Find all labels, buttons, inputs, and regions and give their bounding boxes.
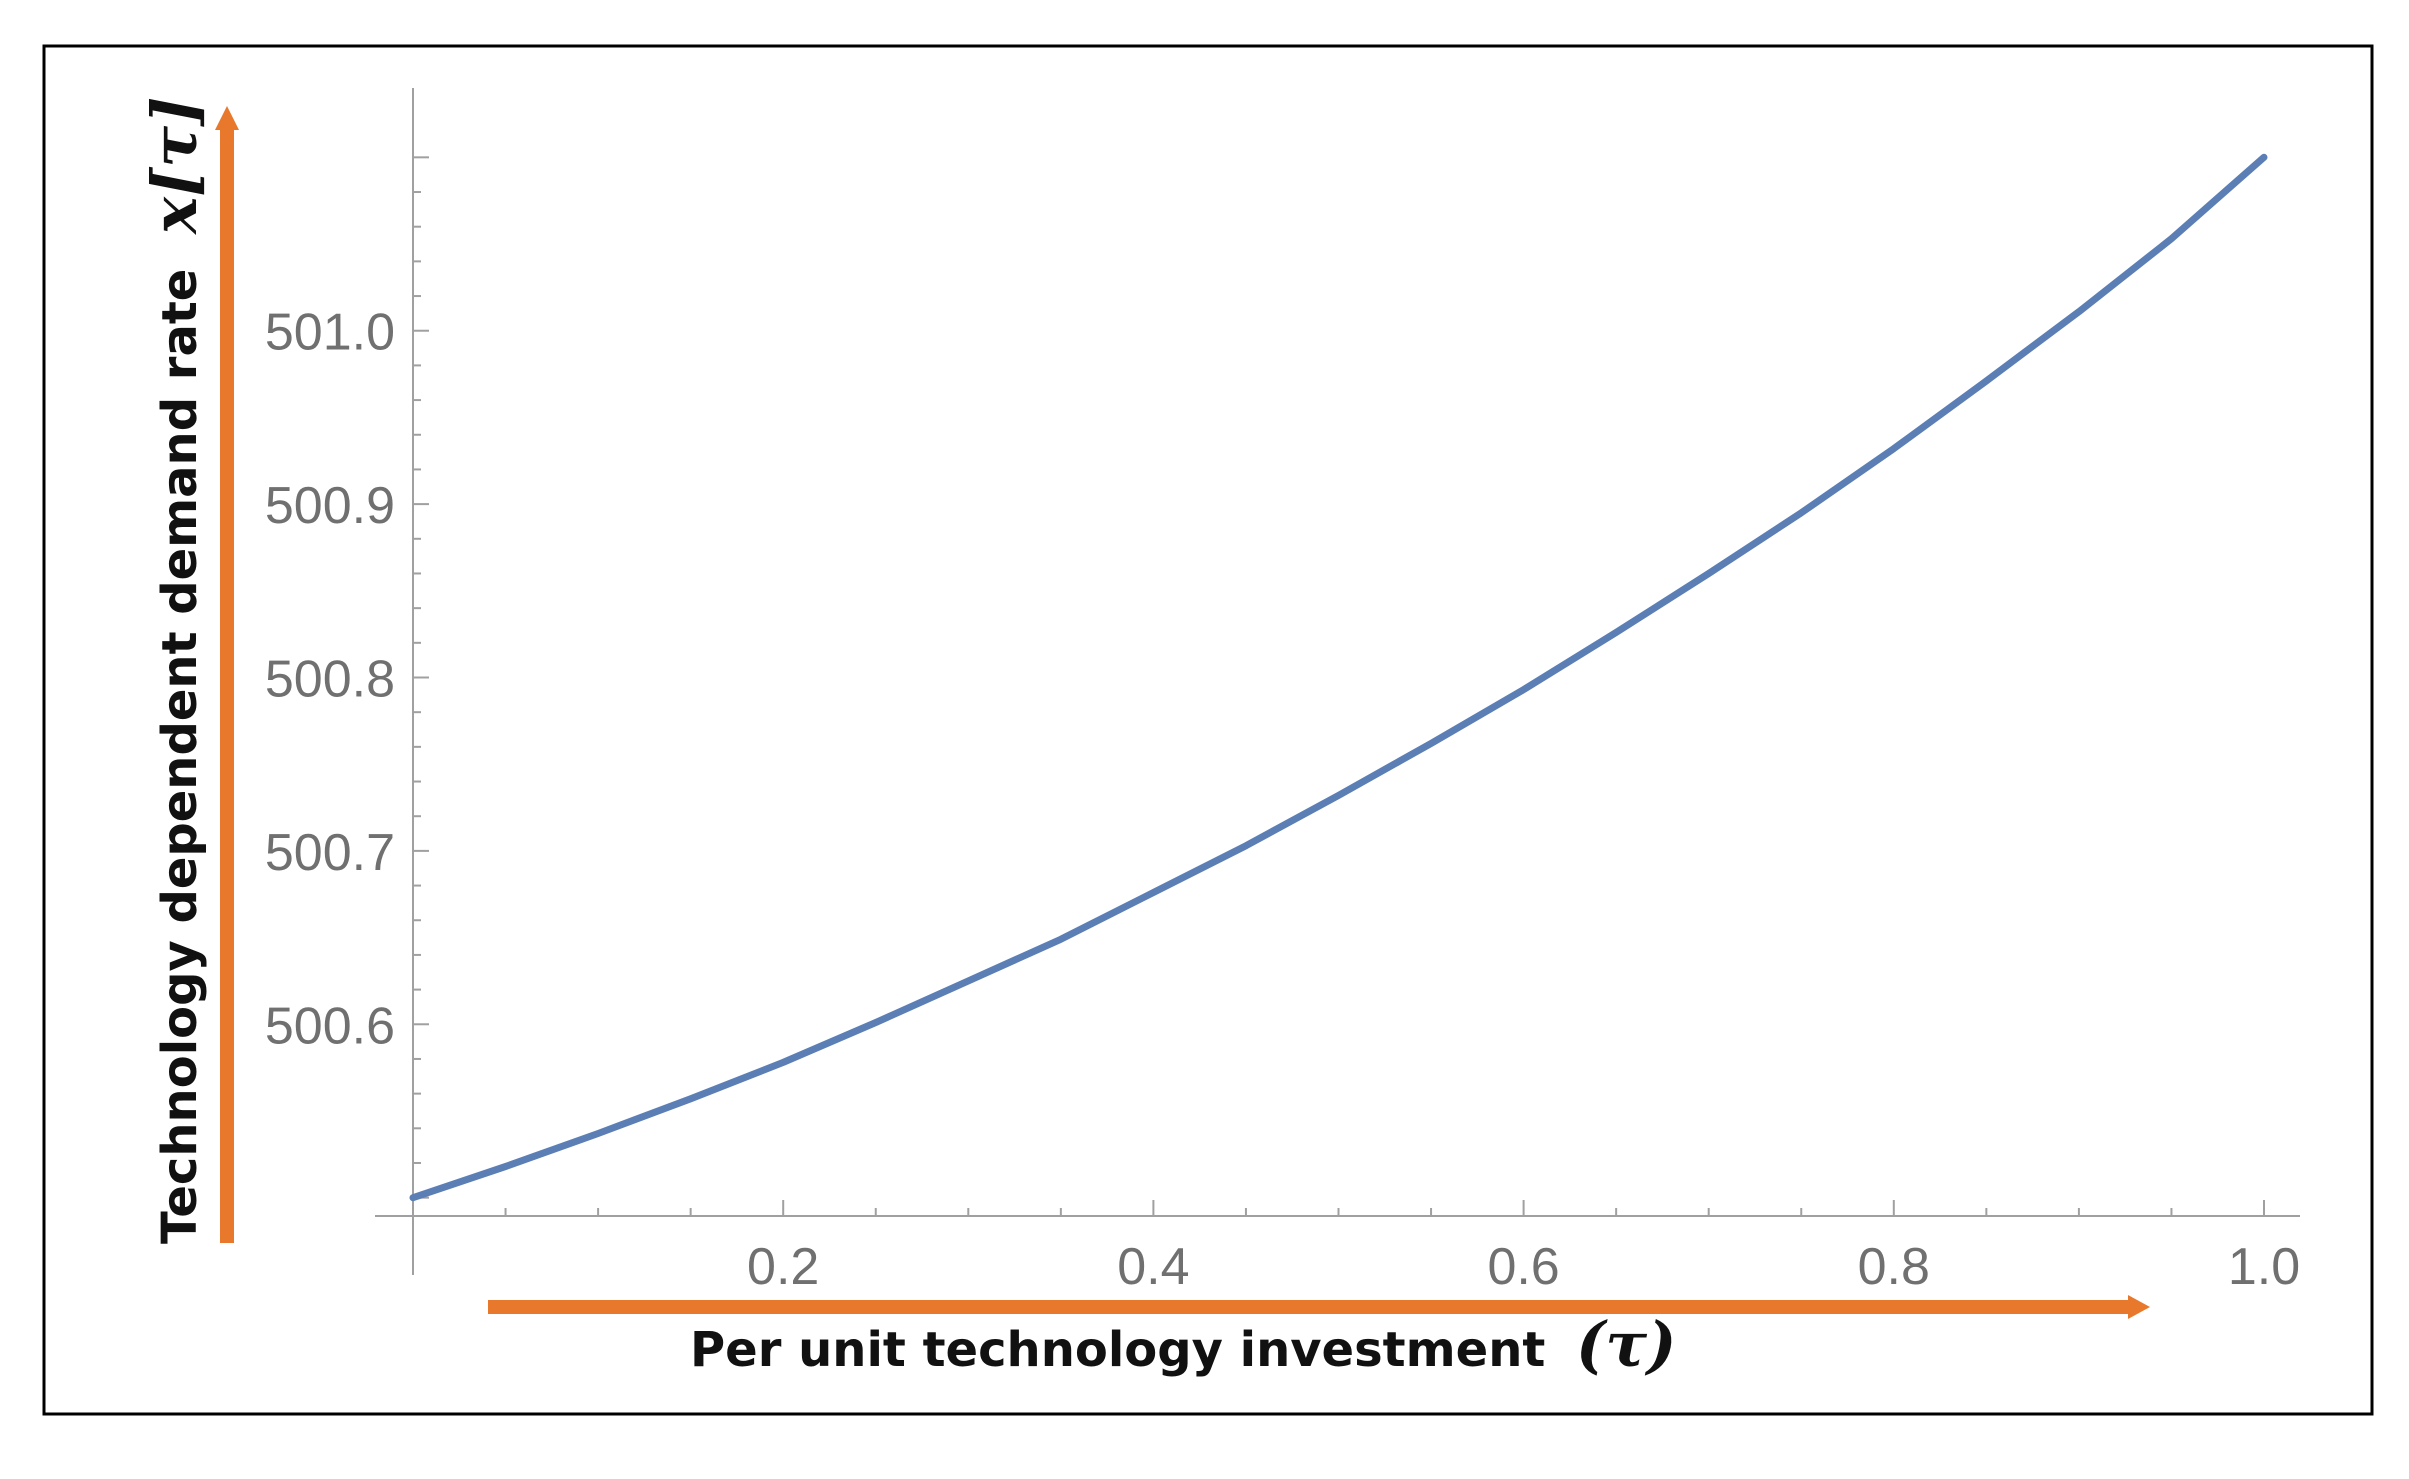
- y-tick-label: 500.9: [265, 477, 395, 535]
- demand-rate-line: [409, 153, 2268, 1202]
- axis-titles: Per unit technology investment (τ) Techn…: [138, 97, 2150, 1381]
- x-tick-label: 1.0: [2228, 1238, 2300, 1296]
- x-tick-label: 0.8: [1858, 1238, 1930, 1296]
- x-tick-label: 0.6: [1487, 1238, 1559, 1296]
- x-tick-label: 0.2: [747, 1238, 819, 1296]
- ticks: 0.2 0.4 0.6 0.8 1.0 500.6 500.7 500.8 500.9 501.0: [265, 156, 2300, 1296]
- y-tick-label: 501.0: [265, 304, 395, 362]
- x-axis-arrowhead: [2128, 1295, 2150, 1319]
- x-tick-label: 0.4: [1117, 1238, 1189, 1296]
- y-tick-label: 500.7: [265, 824, 395, 882]
- figure-frame: [42, 44, 2374, 1416]
- y-axis-title: Technology dependent demand rate x[τ]: [138, 97, 211, 1244]
- y-axis-arrowhead: [215, 106, 239, 130]
- series: [409, 153, 2268, 1202]
- y-tick-label: 500.6: [265, 997, 395, 1055]
- y-tick-label: 500.8: [265, 651, 395, 709]
- x-axis-title: Per unit technology investment (τ): [690, 1308, 1676, 1381]
